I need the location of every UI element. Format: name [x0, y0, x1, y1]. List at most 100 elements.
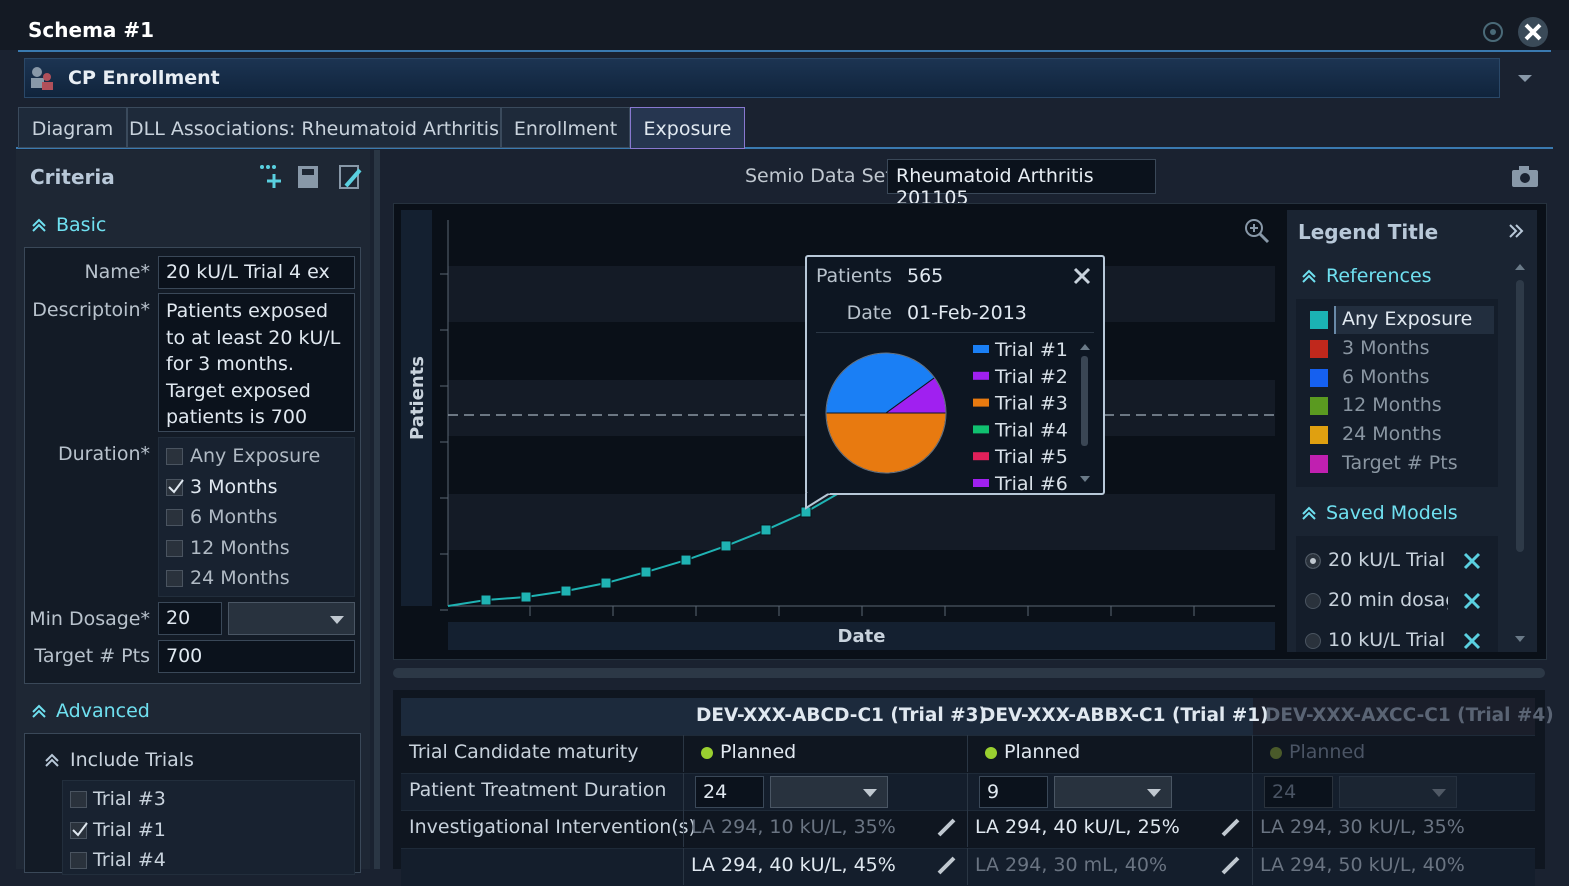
data-point[interactable]: [600, 577, 612, 589]
tab[interactable]: Diagram: [18, 107, 127, 148]
add-button[interactable]: [260, 165, 281, 188]
duration-option[interactable]: 24 Months: [190, 567, 290, 590]
delete-icon: [1463, 592, 1481, 610]
duration-unit[interactable]: [770, 775, 888, 808]
checkbox[interactable]: [70, 852, 87, 870]
tab[interactable]: Exposure: [630, 107, 745, 149]
radio[interactable]: [1305, 553, 1321, 569]
pie-chart: Trial #1 Trial #2 Trial #3 Trial #4 Trial #5…: [825, 339, 1090, 494]
radio[interactable]: [1305, 633, 1321, 649]
references-title[interactable]: References: [1326, 265, 1432, 287]
data-point[interactable]: [480, 594, 492, 606]
saved-model[interactable]: 20 min dosag: [1328, 589, 1448, 611]
duration-input[interactable]: 24: [695, 775, 764, 808]
legend-label[interactable]: 6 Months: [1342, 365, 1430, 388]
duration-option[interactable]: Any Exposure: [190, 445, 321, 467]
duration-option[interactable]: 6 Months: [190, 506, 278, 529]
data-point[interactable]: [680, 554, 692, 566]
name-input[interactable]: 20 kU/L Trial 4 ex: [158, 256, 355, 289]
basic-section[interactable]: Basic: [56, 214, 107, 236]
collapse-icon[interactable]: [44, 752, 60, 768]
tab[interactable]: Enrollment: [501, 107, 630, 148]
checkbox[interactable]: [70, 821, 88, 839]
saved-model[interactable]: 20 kU/L Trial: [1328, 549, 1445, 571]
saved-model[interactable]: 10 kU/L Trial: [1328, 629, 1445, 651]
column-divider: [683, 847, 684, 885]
collapse-icon[interactable]: [31, 217, 47, 233]
tooltip-patients: 565: [907, 265, 944, 287]
collapse-icon[interactable]: [31, 703, 47, 719]
duration-option[interactable]: 3 Months: [190, 475, 278, 498]
legend-swatch: [1310, 397, 1328, 416]
radio[interactable]: [1305, 593, 1321, 609]
trial-option[interactable]: Trial #4: [93, 849, 166, 872]
check-mark: [168, 478, 184, 494]
duration-unit[interactable]: [1054, 775, 1172, 808]
edit-button[interactable]: [936, 854, 958, 876]
min-dosage-unit[interactable]: [228, 602, 355, 635]
zoom-button[interactable]: [1242, 216, 1270, 244]
check-mark: [72, 821, 88, 837]
delete-button[interactable]: [1462, 631, 1482, 651]
legend-label[interactable]: 12 Months: [1342, 394, 1442, 417]
legend-label[interactable]: Target # Pts: [1342, 452, 1458, 474]
edit-button[interactable]: [1220, 816, 1242, 838]
legend-label[interactable]: 3 Months: [1342, 336, 1430, 359]
camera-button[interactable]: [1510, 164, 1540, 188]
column-header: DEV-XXX-ABCD-C1 (Trial #3): [696, 705, 987, 726]
row-label: Trial Candidate maturity: [409, 741, 639, 763]
data-set-select[interactable]: Rheumatoid Arthritis 201105: [887, 159, 1156, 209]
eye-icon[interactable]: [1483, 22, 1503, 42]
tab[interactable]: DLL Associations: Rheumatoid Arthritis: [127, 107, 501, 148]
duration-unit[interactable]: [1339, 775, 1457, 808]
save-button[interactable]: [298, 166, 318, 188]
pie-legend-scrollbar[interactable]: [1081, 356, 1088, 446]
collapse-icon[interactable]: [1301, 505, 1317, 521]
data-point[interactable]: [760, 524, 772, 536]
data-point[interactable]: [640, 566, 652, 578]
data-point[interactable]: [520, 591, 532, 603]
checkbox[interactable]: [166, 539, 183, 557]
delete-button[interactable]: [1462, 551, 1482, 571]
min-dosage-input[interactable]: 20: [158, 602, 222, 635]
tooltip-close[interactable]: [1072, 266, 1092, 286]
checkbox[interactable]: [166, 570, 183, 588]
column-divider: [683, 810, 684, 847]
collapse-icon[interactable]: [1301, 268, 1317, 284]
include-trials-title[interactable]: Include Trials: [70, 749, 194, 771]
data-point[interactable]: [560, 585, 572, 597]
edit-button[interactable]: [936, 816, 958, 838]
edit-icon: [937, 818, 956, 837]
panel-splitter[interactable]: [374, 150, 380, 869]
trial-option[interactable]: Trial #3: [93, 788, 166, 810]
edit-button[interactable]: [339, 165, 362, 189]
horizontal-splitter[interactable]: [393, 668, 1545, 678]
header-dropdown[interactable]: [1516, 72, 1534, 84]
scroll-down[interactable]: [1080, 476, 1090, 482]
advanced-section[interactable]: Advanced: [56, 700, 150, 722]
checkbox[interactable]: [166, 478, 184, 496]
data-point[interactable]: [720, 540, 732, 552]
pie-legend-swatch: [973, 398, 989, 407]
header-icon: [31, 67, 53, 90]
legend-scrollbar[interactable]: [1516, 280, 1524, 552]
duration-input[interactable]: 9: [979, 775, 1048, 808]
legend-label[interactable]: 24 Months: [1342, 423, 1442, 446]
trial-option[interactable]: Trial #1: [93, 818, 166, 841]
duration-option[interactable]: 12 Months: [190, 536, 290, 559]
checkbox[interactable]: [70, 791, 87, 808]
scroll-up[interactable]: [1080, 344, 1090, 350]
delete-button[interactable]: [1462, 591, 1482, 611]
legend-scroll-arrows[interactable]: [1513, 260, 1527, 660]
legend-label[interactable]: Any Exposure: [1342, 308, 1473, 330]
window-buttons: [1483, 17, 1548, 47]
checkbox[interactable]: [166, 509, 183, 527]
edit-button[interactable]: [1220, 854, 1242, 876]
checkbox[interactable]: [166, 448, 183, 465]
target-input[interactable]: 700: [158, 640, 355, 673]
description-input[interactable]: Patients exposed to at least 20 kU/L for…: [158, 293, 355, 432]
duration-input[interactable]: 24: [1264, 775, 1333, 808]
saved-models-title[interactable]: Saved Models: [1326, 502, 1458, 524]
legend-swatch: [1310, 339, 1328, 358]
legend-collapse[interactable]: [1507, 222, 1525, 240]
